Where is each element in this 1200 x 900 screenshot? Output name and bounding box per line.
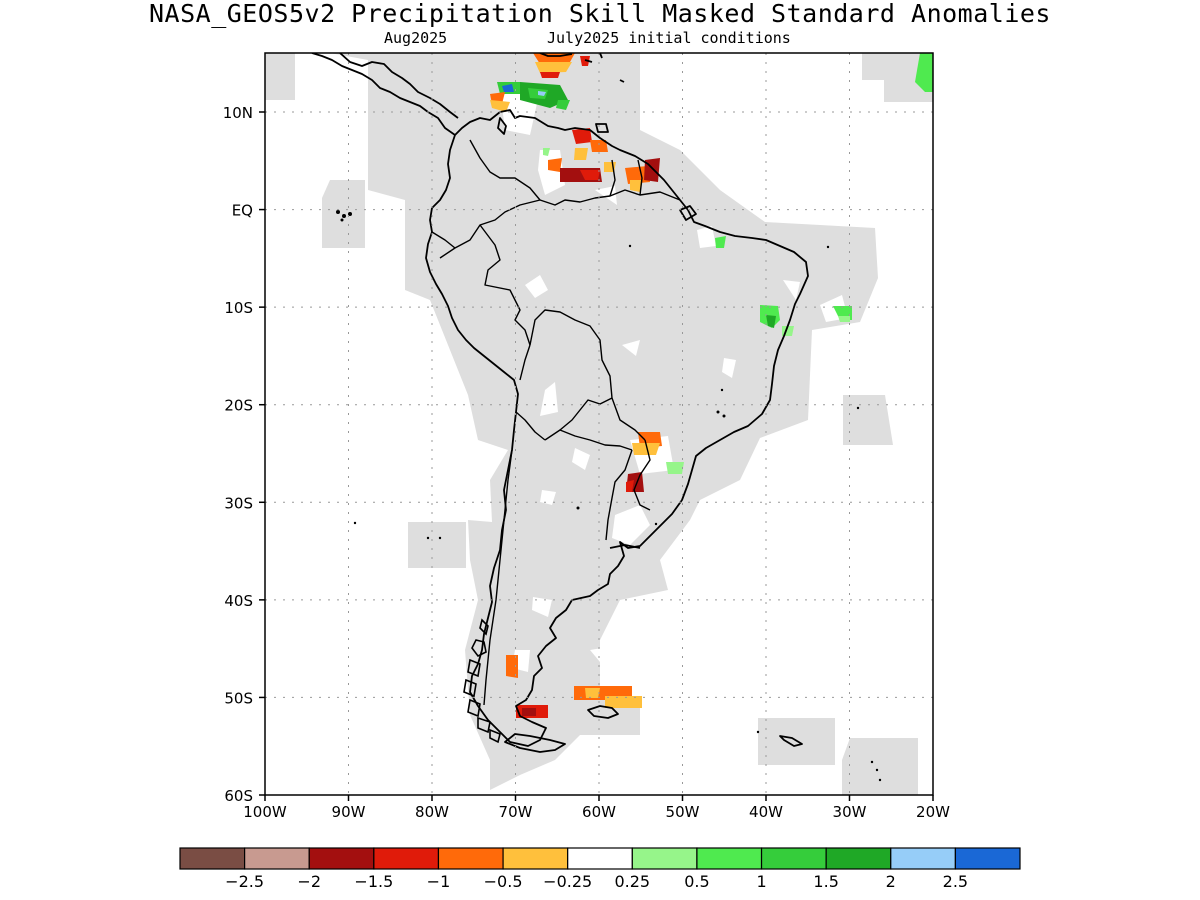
lat-tick-label: 30S [224, 494, 253, 512]
lat-tick-label: 20S [224, 397, 253, 415]
lon-tick-label: 20W [916, 803, 950, 821]
chart-title: NASA_GEOS5v2 Precipitation Skill Masked … [149, 0, 1051, 28]
gridlines [265, 53, 933, 795]
colorbar-swatch [696, 847, 763, 870]
colorbar-tick-label: −1.5 [354, 872, 393, 891]
initial-conditions: July2025 initial conditions [547, 29, 791, 47]
chilean-archipelago [463, 618, 501, 744]
lon-tick-label: 50W [666, 803, 700, 821]
lon-tick-label: 70W [499, 803, 533, 821]
colorbar-tick-label: 0.25 [614, 872, 650, 891]
colorbar-swatch [244, 847, 310, 870]
lon-tick-label: 30W [833, 803, 867, 821]
country-borders [431, 139, 681, 706]
lat-tick-label: EQ [232, 202, 253, 220]
coastline [311, 53, 809, 753]
colorbar-tick-label: 0.5 [684, 872, 709, 891]
lat-tick-label: 60S [224, 787, 253, 805]
neutral-holes [500, 90, 848, 672]
lon-tick-label: 80W [415, 803, 449, 821]
lon-tick-label: 100W [243, 803, 287, 821]
lon-tick-label: 90W [332, 803, 366, 821]
colorbar-swatch [954, 847, 1021, 870]
colorbar-swatch [308, 847, 375, 870]
colorbar-swatch [760, 847, 827, 870]
colorbar-swatch [179, 847, 246, 870]
lat-tick-label: 10S [224, 299, 253, 317]
colorbar: −2.5 −2 −1.5 −1 −0.5 −0.25 0.25 0.5 1 1.5 2 2.5 [179, 847, 1021, 891]
skill-mask-region [265, 53, 933, 795]
colorbar-swatch [502, 847, 569, 870]
colorbar-tick-label: −1 [427, 872, 451, 891]
anomaly-patches [490, 53, 933, 718]
colorbar-swatch [890, 847, 956, 870]
colorbar-tick-label: 2.5 [943, 872, 968, 891]
colorbar-swatch [631, 847, 698, 870]
islands [336, 210, 882, 782]
lon-tick-label: 40W [749, 803, 783, 821]
colorbar-tick-label: 2 [886, 872, 896, 891]
axes: 100W 90W 80W 70W 60W 50W 40W 30W 20W 10N EQ 10S 20S 3… [223, 104, 950, 821]
colorbar-swatch [373, 847, 440, 870]
lat-tick-label: 40S [224, 592, 253, 610]
colorbar-tick-label: −0.25 [543, 872, 592, 891]
colorbar-tick-label: 1 [756, 872, 766, 891]
lat-tick-label: 50S [224, 689, 253, 707]
colorbar-tick-label: −2.5 [225, 872, 264, 891]
colorbar-swatch [825, 847, 892, 870]
forecast-month: Aug2025 [384, 29, 448, 47]
lat-tick-label: 10N [223, 104, 253, 122]
colorbar-tick-label: 1.5 [813, 872, 838, 891]
colorbar-tick-label: −0.5 [484, 872, 523, 891]
colorbar-tick-label: −2 [297, 872, 321, 891]
colorbar-swatch [437, 847, 504, 870]
colorbar-swatch [567, 847, 633, 870]
lon-tick-label: 60W [582, 803, 616, 821]
